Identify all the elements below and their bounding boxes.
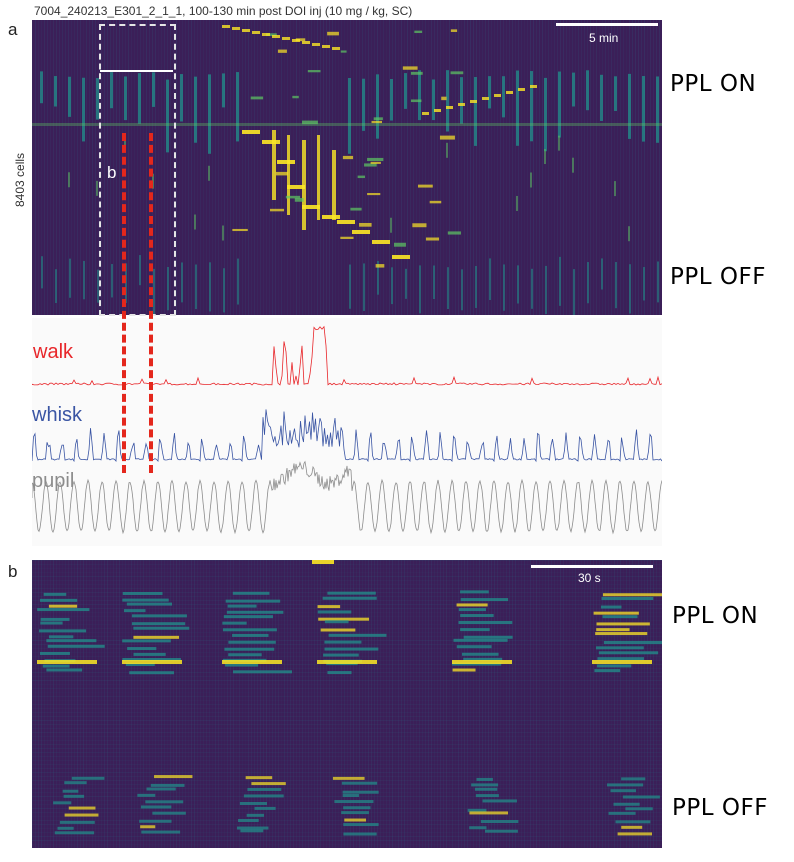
traces-area [32, 318, 662, 546]
scale-bar-30s-label: 30 s [578, 571, 601, 585]
behavior-traces [32, 325, 662, 535]
raster-a [32, 20, 662, 315]
whisk-label: whisk [32, 404, 83, 426]
scale-bar-5min-label: 5 min [589, 31, 619, 45]
panel-a-title: 7004_240213_E301_2_1_1, 100-130 min post… [34, 4, 413, 18]
ppl-off-label-a: PPL OFF [670, 264, 766, 290]
ppl-on-label-a: PPL ON [670, 71, 757, 97]
raster-b-plot [32, 560, 662, 848]
panel-a-y-label: 8403 cells [13, 152, 27, 207]
dashed-marker-left [122, 133, 126, 473]
raster-a-plot [32, 20, 662, 315]
ppl-on-label-b: PPL ON [672, 603, 759, 629]
inset-line [100, 70, 173, 72]
inset-label: b [107, 163, 117, 182]
dashed-marker-right [149, 133, 153, 473]
inset-box [99, 24, 176, 316]
ppl-off-label-b: PPL OFF [672, 795, 768, 821]
panel-a-letter: a [8, 20, 18, 39]
panel-b-letter: b [8, 562, 18, 581]
scale-bar-5min [556, 23, 658, 26]
raster-b [32, 560, 662, 848]
walk-label: walk [33, 341, 74, 363]
scale-bar-30s [531, 565, 653, 568]
pupil-label: pupil [32, 470, 75, 492]
